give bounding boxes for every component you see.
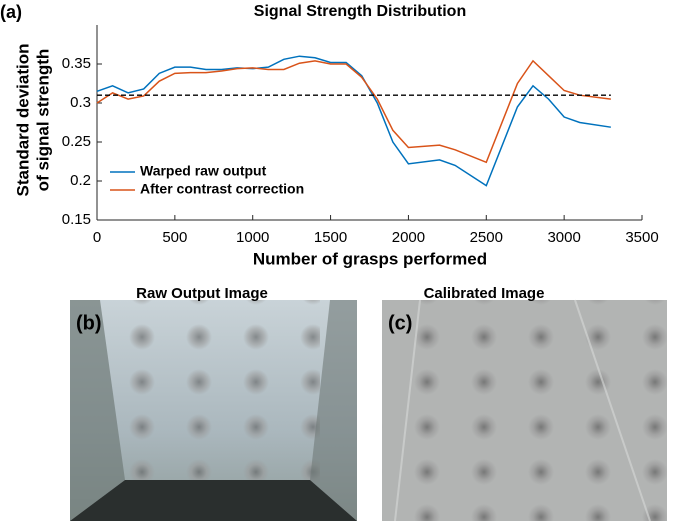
x-tick-label: 3500 <box>625 229 658 246</box>
x-tick-label: 2000 <box>392 229 425 246</box>
x-tick-label: 0 <box>93 229 101 246</box>
x-tick-label: 500 <box>162 229 187 246</box>
panel-title: Calibrated Image <box>424 285 545 302</box>
y-tick-label: 0.2 <box>70 172 91 189</box>
x-axis-label: Number of grasps performed <box>253 249 487 268</box>
panel-label: (a) <box>0 2 22 22</box>
legend-label: Warped raw output <box>140 163 267 179</box>
panel-label: (b) <box>76 312 102 334</box>
chart-title: Signal Strength Distribution <box>254 3 466 20</box>
raw-image <box>70 300 357 521</box>
x-tick-label: 1000 <box>236 229 269 246</box>
data-line <box>96 59 611 164</box>
x-tick-label: 1500 <box>314 229 347 246</box>
y-tick-label: 0.25 <box>62 133 91 150</box>
panel-title: Raw Output Image <box>136 285 268 302</box>
data-line <box>96 55 611 187</box>
y-axis-label: of signal strength <box>33 49 52 192</box>
x-tick-label: 3000 <box>547 229 580 246</box>
panel-label: (c) <box>388 312 412 334</box>
x-tick-label: 2500 <box>470 229 503 246</box>
y-tick-label: 0.15 <box>62 211 91 228</box>
calibrated-image <box>382 299 667 521</box>
y-tick-label: 0.35 <box>62 55 91 72</box>
y-axis-label: Standard deviation <box>13 43 32 196</box>
y-tick-label: 0.3 <box>70 94 91 111</box>
legend-label: After contrast correction <box>140 181 304 197</box>
